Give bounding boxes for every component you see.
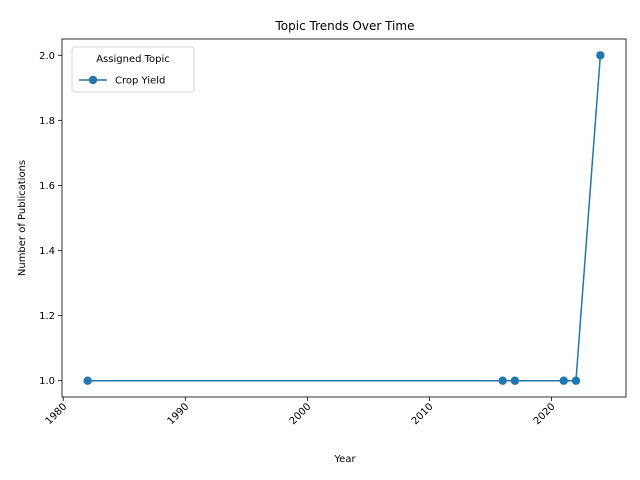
data-point (498, 376, 507, 385)
y-tick-label: 1.0 (39, 376, 55, 387)
data-point (83, 376, 92, 385)
y-tick-label: 2.0 (39, 51, 55, 62)
legend-label: Crop Yield (115, 76, 165, 87)
x-tick-label: 2000 (288, 401, 314, 427)
y-tick-label: 1.6 (39, 181, 55, 192)
axes-frame (61, 38, 627, 398)
x-axis-label: Year (333, 454, 356, 465)
y-tick-label: 1.8 (39, 116, 55, 127)
plot-area: 1980 1990 2000 2010 2020 1.0 1.2 1.4 1.6 1.8 2.0 (39, 38, 627, 427)
x-tick-label: 2010 (410, 401, 436, 427)
legend-title: Assigned Topic (96, 54, 170, 65)
data-point (510, 376, 520, 385)
x-tick-label: 2020 (532, 401, 558, 427)
data-point (559, 376, 568, 385)
y-axis-label: Number of Publications (17, 160, 28, 276)
legend-marker (88, 75, 98, 85)
data-point (596, 51, 605, 60)
chart-title: Topic Trends Over Time (275, 19, 415, 33)
y-tick-label: 1.4 (39, 246, 55, 257)
x-tick-label: 1990 (166, 401, 192, 427)
data-point (571, 376, 581, 385)
series-line-0 (87, 55, 602, 382)
legend: Assigned Topic Crop Yield (71, 46, 195, 93)
y-tick-label: 1.2 (39, 311, 55, 322)
x-tick-label: 1980 (44, 401, 70, 427)
